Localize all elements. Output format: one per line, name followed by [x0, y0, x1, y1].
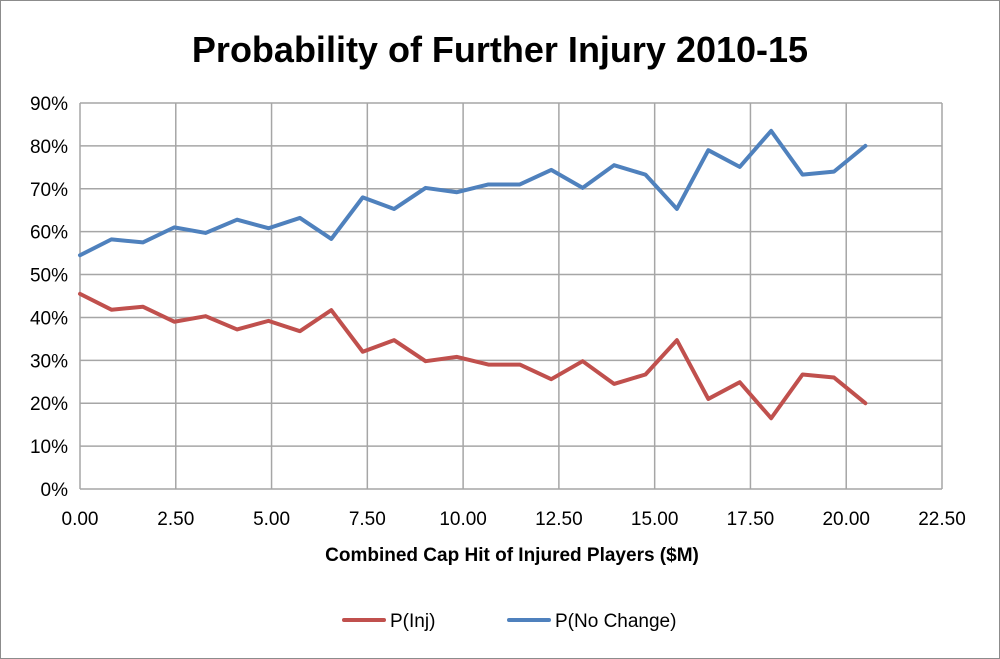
legend-label-p-inj: P(Inj) [390, 611, 435, 632]
legend: P(Inj) P(No Change) [342, 611, 676, 632]
y-tick-label: 60% [30, 223, 68, 244]
y-tick-label: 10% [30, 437, 68, 458]
x-tick-label: 5.00 [253, 509, 290, 530]
x-tick-label: 0.00 [62, 509, 99, 530]
x-tick-label: 2.50 [157, 509, 194, 530]
y-tick-label: 20% [30, 394, 68, 415]
x-tick-label: 22.50 [918, 509, 966, 530]
legend-label-p-no-change: P(No Change) [555, 611, 676, 632]
y-axis-ticks: 0% 10% 20% 30% 40% 50% 60% 70% 80% 90% [30, 94, 68, 501]
y-tick-label: 90% [30, 94, 68, 115]
y-tick-label: 40% [30, 308, 68, 329]
x-tick-label: 20.00 [822, 509, 870, 530]
x-tick-label: 17.50 [727, 509, 775, 530]
y-tick-label: 30% [30, 351, 68, 372]
x-tick-label: 12.50 [535, 509, 583, 530]
y-tick-label: 50% [30, 266, 68, 287]
y-tick-label: 80% [30, 137, 68, 158]
x-tick-label: 10.00 [439, 509, 487, 530]
gridlines [79, 102, 943, 490]
x-axis-ticks: 0.00 2.50 5.00 7.50 10.00 12.50 15.00 17.50 20.0… [62, 509, 966, 530]
x-axis-title: Combined Cap Hit of Injured Players ($M) [325, 545, 699, 566]
chart-title: Probability of Further Injury 2010-15 [192, 29, 808, 70]
series [78, 128, 868, 421]
y-tick-label: 70% [30, 180, 68, 201]
y-tick-label: 0% [41, 480, 69, 501]
series-line-p-inj [78, 291, 868, 421]
series-line-p-no-change [78, 128, 868, 258]
x-tick-label: 7.50 [349, 509, 386, 530]
x-tick-label: 15.00 [631, 509, 679, 530]
